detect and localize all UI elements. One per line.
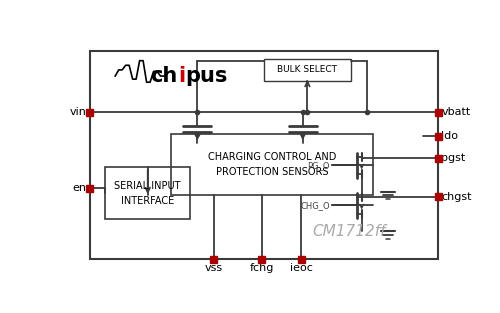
- Bar: [105, 167, 190, 219]
- Bar: [171, 134, 372, 195]
- Text: CHARGING CONTROL AND
PROTECTION SENSORS: CHARGING CONTROL AND PROTECTION SENSORS: [208, 152, 336, 177]
- Text: pus: pus: [185, 66, 228, 86]
- Text: fchg: fchg: [250, 263, 274, 273]
- Text: vbatt: vbatt: [442, 107, 470, 117]
- Text: PG_O: PG_O: [308, 161, 330, 170]
- Bar: [258, 256, 265, 263]
- Bar: [264, 59, 351, 81]
- Text: pgst: pgst: [442, 153, 466, 163]
- Bar: [86, 185, 93, 192]
- Text: CHG_O: CHG_O: [300, 201, 330, 210]
- Bar: [435, 155, 442, 162]
- Text: en: en: [72, 183, 86, 193]
- Text: ieoc: ieoc: [290, 263, 312, 273]
- Bar: [435, 193, 442, 200]
- Bar: [90, 51, 438, 259]
- Text: CM1712ff: CM1712ff: [312, 224, 386, 239]
- Bar: [435, 109, 442, 116]
- Bar: [298, 256, 304, 263]
- Text: ldo: ldo: [442, 131, 458, 141]
- Text: vss: vss: [204, 263, 222, 273]
- Text: SERIAL INPUT
INTERFACE: SERIAL INPUT INTERFACE: [114, 181, 181, 206]
- Bar: [86, 109, 93, 116]
- Text: chgst: chgst: [442, 192, 472, 202]
- Text: vin: vin: [70, 107, 86, 117]
- Text: i: i: [179, 66, 186, 86]
- Text: BULK SELECT: BULK SELECT: [278, 65, 338, 74]
- Bar: [435, 133, 442, 140]
- Bar: [210, 256, 217, 263]
- Text: ch: ch: [150, 66, 177, 86]
